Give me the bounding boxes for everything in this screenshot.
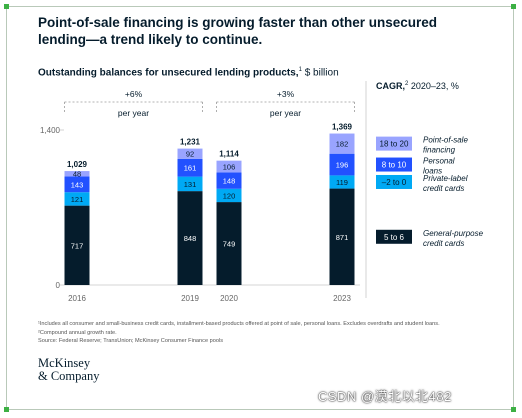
chart-title: Point-of-sale financing is growing faste…	[38, 15, 438, 47]
data-label: 749	[223, 240, 236, 249]
data-label: 119	[336, 178, 348, 187]
source-note: Source: Federal Reserve; TransUnion; McK…	[38, 338, 223, 345]
data-label: 143	[71, 180, 84, 189]
legend-label: Private-label	[423, 174, 468, 183]
data-label: 182	[336, 140, 349, 149]
data-label: 131	[184, 180, 197, 189]
bar-segment	[329, 175, 355, 189]
legend-cagr-value: 8 to 10	[382, 161, 407, 170]
data-label: 871	[336, 233, 349, 242]
frame-corner	[511, 407, 516, 412]
watermark: CSDN @漠北以北482	[318, 389, 452, 404]
bar-segment	[177, 158, 203, 177]
legend-label: financing	[423, 146, 456, 155]
legend-swatch	[376, 157, 412, 172]
data-label: 48	[73, 170, 81, 179]
chart-subtitle: Outstanding balances for unsecured lendi…	[38, 67, 339, 78]
legend-cagr-value: 18 to 20	[380, 140, 409, 149]
bar-segment	[216, 160, 242, 173]
data-label: 120	[223, 191, 236, 200]
legend-label: loans	[423, 167, 442, 176]
frame-corner	[4, 407, 9, 412]
mckinsey-logo: McKinsey & Company	[38, 357, 99, 383]
bar-total-label: 1,369	[332, 123, 353, 132]
legend-title-unit: 2020–23, %	[408, 81, 459, 91]
bar-segment	[64, 176, 90, 193]
data-label: 106	[223, 163, 236, 172]
data-label: 848	[184, 234, 197, 243]
bar-segment	[216, 202, 242, 285]
bar-total-label: 1,029	[67, 160, 88, 169]
x-tick-label: 2020	[220, 294, 238, 303]
growth-rate-label: +6%	[125, 89, 143, 99]
footnote-1: ¹Includes all consumer and small-busines…	[38, 321, 440, 327]
data-label: 92	[186, 150, 194, 159]
data-label: 196	[336, 161, 349, 170]
bar-segment	[64, 171, 90, 177]
legend-title: CAGR,2 2020–23, %	[376, 81, 459, 91]
x-tick-label: 2019	[181, 294, 199, 303]
legend-title-text: CAGR,	[376, 81, 405, 91]
legend-swatch	[376, 136, 412, 151]
bar-total-label: 1,231	[180, 138, 201, 147]
bar-segment	[216, 172, 242, 189]
x-tick-label: 2016	[68, 294, 86, 303]
bar-segment	[329, 133, 355, 154]
bar-segment	[177, 148, 203, 159]
bar-segment	[177, 176, 203, 192]
frame-corner	[4, 4, 9, 9]
image-frame	[4, 4, 516, 412]
data-label: 161	[184, 164, 197, 173]
logo-line-1: McKinsey	[38, 356, 91, 370]
data-label: 121	[71, 195, 84, 204]
bar-segment	[177, 191, 203, 285]
subtitle-unit: $ billion	[301, 67, 339, 79]
y-tick-label: 1,400	[40, 126, 61, 135]
legend-cagr-value: –2 to 0	[382, 178, 407, 187]
legend-title-footnote-marker: 2	[405, 81, 409, 87]
subtitle-text: Outstanding balances for unsecured lendi…	[38, 67, 299, 79]
y-tick-label: 0	[56, 281, 61, 290]
frame-corner	[511, 4, 516, 9]
bar-segment	[329, 188, 355, 285]
legend-label: General-purpose	[423, 229, 484, 238]
legend-label: Point-of-sale	[423, 136, 468, 145]
bar-total-label: 1,114	[219, 150, 239, 159]
growth-rate-label: +3%	[277, 89, 295, 99]
growth-rate-sublabel: per year	[270, 108, 301, 118]
bar-segment	[64, 192, 90, 206]
data-label: 148	[223, 177, 236, 186]
bar-segment	[216, 188, 242, 203]
legend-label: credit cards	[423, 239, 464, 248]
legend-label: credit cards	[423, 184, 464, 193]
legend-cagr-value: 5 to 6	[384, 233, 405, 242]
logo-line-2: & Company	[38, 369, 100, 383]
growth-rate-sublabel: per year	[118, 108, 149, 118]
footnotes: ¹Includes all consumer and small-busines…	[38, 320, 498, 346]
subtitle-footnote-marker: 1	[298, 67, 302, 73]
bar-segment	[329, 153, 355, 176]
footnote-2: ²Compound annual growth rate.	[38, 329, 117, 336]
legend-swatch	[376, 229, 412, 244]
bar-segment	[64, 205, 90, 285]
data-label: 717	[71, 241, 84, 250]
legend-label: Personal	[423, 157, 455, 166]
x-tick-label: 2023	[333, 294, 351, 303]
legend-swatch	[376, 174, 412, 189]
